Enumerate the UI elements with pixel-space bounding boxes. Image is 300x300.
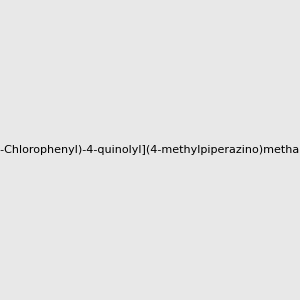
Text: [2-(4-Chlorophenyl)-4-quinolyl](4-methylpiperazino)methanone: [2-(4-Chlorophenyl)-4-quinolyl](4-methyl… bbox=[0, 145, 300, 155]
